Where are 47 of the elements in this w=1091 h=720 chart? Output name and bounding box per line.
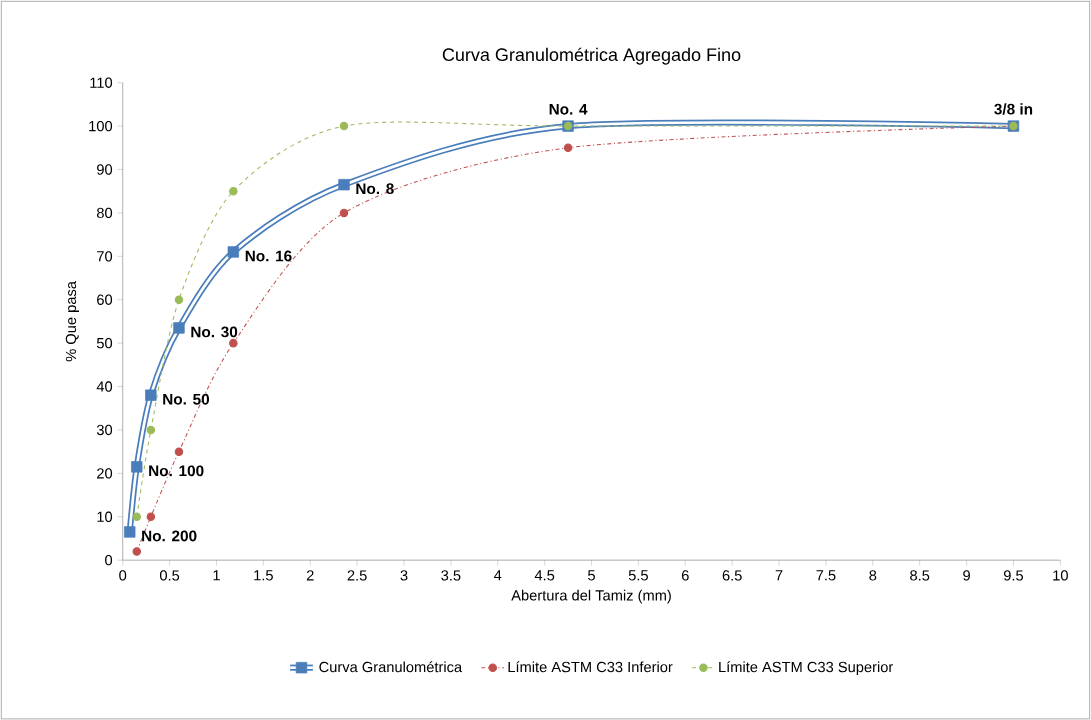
chart-title: Curva Granulométrica Agregado Fino: [442, 47, 741, 65]
annotation: 3/8 in: [994, 103, 1033, 115]
x-tick-label: 2: [306, 570, 314, 581]
y-tick-label: 50: [96, 337, 113, 349]
annotation: No. 8: [356, 183, 394, 195]
x-tick-label: 0.5: [159, 570, 180, 581]
y-tick-label: 20: [97, 468, 113, 479]
y-tick-label: 100: [89, 120, 113, 132]
x-tick-label: 5.5: [628, 570, 648, 581]
annotation: No. 200: [142, 530, 197, 542]
y-axis-title: % Que pasa: [65, 280, 80, 362]
x-tick-label: 8: [869, 570, 877, 581]
y-tick-label: 80: [96, 207, 113, 218]
annotation: No. 100: [149, 465, 204, 477]
x-tick-label: 6: [681, 570, 689, 581]
x-tick-label: 3.5: [441, 570, 461, 581]
y-tick-label: 0: [105, 554, 113, 566]
annotation: No. 4: [549, 103, 588, 115]
y-tick-label: 40: [96, 381, 113, 392]
y-tick-label: 30: [96, 424, 113, 436]
x-tick-label: 10: [1053, 570, 1068, 581]
annotation: No. 50: [163, 393, 210, 405]
x-tick-label: 4.5: [534, 570, 555, 581]
x-axis-title: Abertura del Tamiz (mm): [511, 589, 671, 604]
x-tick-label: 9: [963, 570, 970, 581]
x-tick-label: 9.5: [1003, 570, 1024, 581]
x-tick-label: 0: [119, 570, 127, 581]
y-tick-label: 110: [90, 77, 113, 88]
x-tick-label: 7.5: [816, 570, 836, 581]
x-tick-label: 1.5: [254, 570, 273, 581]
legend-label: Límite ASTM C33 Inferior: [508, 661, 673, 673]
y-tick-label: 70: [97, 251, 113, 262]
y-tick-label: 60: [97, 294, 113, 305]
x-tick-label: 1: [213, 570, 220, 581]
x-tick-label: 3: [400, 570, 408, 581]
x-tick-label: 8.5: [910, 570, 930, 581]
legend-label: Límite ASTM C33 Superior: [719, 661, 894, 675]
x-tick-label: 2.5: [347, 570, 367, 581]
x-tick-label: 5: [588, 570, 595, 581]
annotation: No. 30: [191, 326, 238, 338]
y-tick-label: 10: [97, 511, 113, 522]
x-tick-label: 7: [775, 570, 783, 581]
x-tick-label: 4: [494, 570, 502, 581]
legend-label: Curva Granulométrica: [319, 661, 463, 673]
annotation: No. 16: [245, 250, 292, 262]
x-tick-label: 6.5: [722, 570, 742, 581]
y-tick-label: 90: [97, 164, 113, 175]
